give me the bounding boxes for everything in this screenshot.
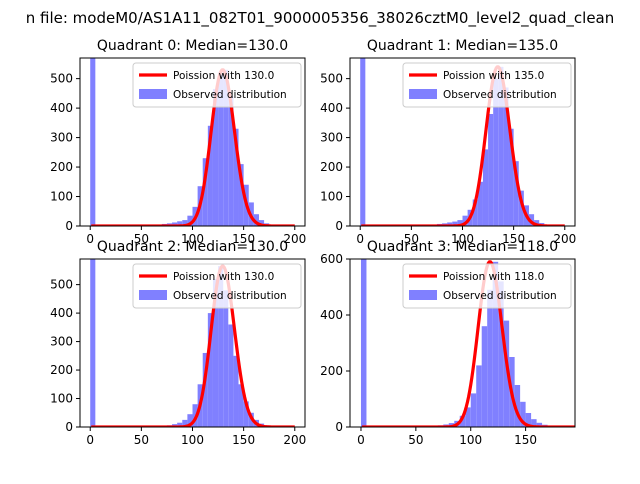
subplot-title: Quadrant 3: Median=118.0 <box>367 239 558 255</box>
y-tick-label: 0 <box>335 420 343 434</box>
x-tick-label: 100 <box>459 433 482 447</box>
subplot-title: Quadrant 0: Median=130.0 <box>97 38 288 54</box>
x-tick-label: 50 <box>134 433 149 447</box>
histogram-bar <box>471 393 476 427</box>
subplot-title: Quadrant 2: Median=130.0 <box>97 239 288 255</box>
legend-label: Poission with 118.0 <box>443 271 544 283</box>
legend-label: Poission with 130.0 <box>173 271 274 283</box>
histogram-bar <box>360 58 365 226</box>
y-tick-label: 200 <box>50 363 73 377</box>
y-tick-label: 400 <box>50 306 73 320</box>
y-tick-label: 300 <box>50 131 73 145</box>
legend: Poission with 118.0 Observed distribution <box>403 264 571 308</box>
histogram-bar <box>361 259 366 427</box>
legend-label: Observed distribution <box>173 290 287 302</box>
y-tick-label: 100 <box>50 392 73 406</box>
y-tick-label: 0 <box>65 420 73 434</box>
histogram-bar <box>90 58 95 226</box>
y-tick-label: 200 <box>50 160 73 174</box>
x-tick-label: 200 <box>283 433 306 447</box>
x-tick-label: 0 <box>86 433 94 447</box>
y-tick-label: 200 <box>320 160 343 174</box>
legend-label: Poission with 135.0 <box>443 70 544 82</box>
figure-suptitle: n file: modeM0/AS1A11_082T01_9000005356_… <box>26 9 615 28</box>
subplot-2: 0 50 100 150 200 0 100 200 300 400 500 Quadrant 2: … <box>50 239 306 447</box>
y-tick-label: 0 <box>335 219 343 233</box>
y-tick-label: 500 <box>50 278 73 292</box>
histogram-bar <box>482 326 487 427</box>
y-tick-label: 400 <box>320 101 343 115</box>
y-tick-label: 100 <box>50 190 73 204</box>
y-tick-label: 600 <box>320 252 343 266</box>
x-tick-label: 150 <box>232 433 255 447</box>
legend-bar-swatch <box>409 89 437 99</box>
x-tick-label: 100 <box>181 433 204 447</box>
y-tick-label: 0 <box>65 219 73 233</box>
histogram-bar <box>487 290 492 427</box>
histogram-bar <box>223 290 228 427</box>
legend-label: Observed distribution <box>173 89 287 101</box>
histogram-bar <box>488 114 493 226</box>
legend-label: Poission with 130.0 <box>173 70 274 82</box>
subplot-3: 0 50 100 150 0 200 400 600 Quadrant 3: Median=11… <box>320 239 575 447</box>
y-tick-label: 200 <box>320 364 343 378</box>
y-tick-label: 100 <box>320 190 343 204</box>
legend-bar-swatch <box>139 290 167 300</box>
y-tick-label: 300 <box>320 131 343 145</box>
legend-bar-swatch <box>139 89 167 99</box>
y-tick-label: 500 <box>320 72 343 86</box>
y-tick-label: 400 <box>320 308 343 322</box>
histogram-bar <box>90 259 95 427</box>
legend-label: Observed distribution <box>443 89 557 101</box>
x-tick-label: 0 <box>357 433 365 447</box>
legend: Poission with 130.0 Observed distribution <box>133 264 301 308</box>
x-tick-label: 0 <box>356 232 364 246</box>
x-tick-label: 50 <box>408 433 423 447</box>
x-tick-label: 150 <box>514 433 537 447</box>
histogram-bar <box>228 324 233 427</box>
subplot-title: Quadrant 1: Median=135.0 <box>367 38 558 54</box>
legend: Poission with 130.0 Observed distribution <box>133 63 301 107</box>
legend: Poission with 135.0 Observed distribution <box>403 63 571 107</box>
y-tick-label: 500 <box>50 72 73 86</box>
y-tick-label: 400 <box>50 101 73 115</box>
x-tick-label: 0 <box>86 232 94 246</box>
legend-bar-swatch <box>409 290 437 300</box>
legend-label: Observed distribution <box>443 290 557 302</box>
y-tick-label: 300 <box>50 335 73 349</box>
histogram-bar <box>476 365 481 427</box>
